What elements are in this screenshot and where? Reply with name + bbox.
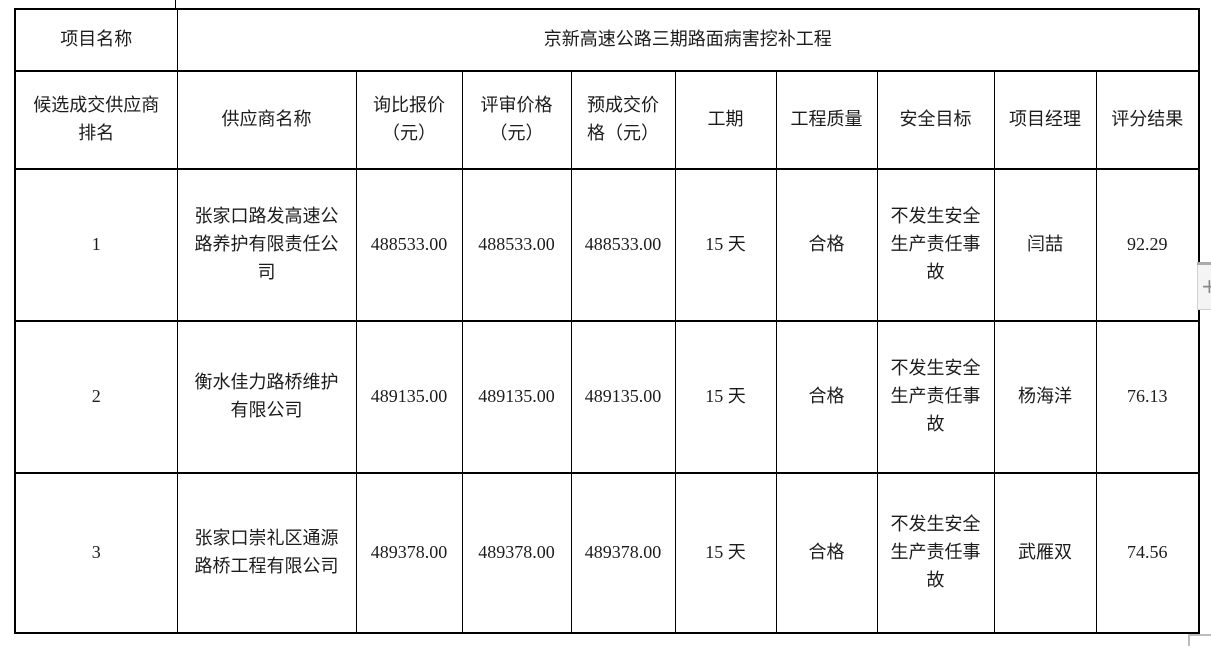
- project-name-row: 项目名称 京新高速公路三期路面病害挖补工程: [14, 8, 1200, 72]
- col-header-rank: 候选成交供应商 排名: [14, 70, 178, 170]
- cell-score: 92.29: [1095, 168, 1200, 322]
- side-scroll-control-fragment[interactable]: +: [1197, 262, 1211, 310]
- table-border-tick: [175, 0, 176, 8]
- cell-supplier: 张家口崇礼区通源 路桥工程有限公司: [176, 472, 357, 634]
- cell-score: 76.13: [1095, 320, 1200, 474]
- cell-safety-goal: 不发生安全 生产责任事 故: [876, 320, 995, 474]
- cell-inquiry-price: 489378.00: [355, 472, 463, 634]
- cell-review-price: 488533.00: [461, 168, 572, 322]
- cell-duration: 15 天: [674, 472, 777, 634]
- scroll-control-bar: [1197, 262, 1211, 265]
- col-header-duration: 工期: [674, 70, 777, 170]
- col-header-quality: 工程质量: [775, 70, 878, 170]
- cell-review-price: 489135.00: [461, 320, 572, 474]
- cell-rank: 3: [14, 472, 178, 634]
- col-header-score: 评分结果: [1095, 70, 1200, 170]
- cell-manager: 武雁双: [993, 472, 1097, 634]
- bottom-right-element-corner: [1188, 634, 1211, 646]
- cell-duration: 15 天: [674, 320, 777, 474]
- cell-inquiry-price: 489135.00: [355, 320, 463, 474]
- plus-icon: +: [1201, 274, 1211, 298]
- cell-quality: 合格: [775, 472, 878, 634]
- project-name-label: 项目名称: [14, 8, 178, 72]
- cell-manager: 闫喆: [993, 168, 1097, 322]
- cell-supplier: 衡水佳力路桥维护 有限公司: [176, 320, 357, 474]
- col-header-inquiry-price: 询比报价 （元）: [355, 70, 463, 170]
- cell-inquiry-price: 488533.00: [355, 168, 463, 322]
- project-name-value: 京新高速公路三期路面病害挖补工程: [176, 8, 1200, 72]
- cell-pre-award-price: 489378.00: [570, 472, 676, 634]
- cell-score: 74.56: [1095, 472, 1200, 634]
- col-header-supplier: 供应商名称: [176, 70, 357, 170]
- col-header-review-price: 评审价格 （元）: [461, 70, 572, 170]
- header-row: 候选成交供应商 排名 供应商名称 询比报价 （元） 评审价格 （元） 预成交价 …: [14, 70, 1200, 170]
- cell-quality: 合格: [775, 320, 878, 474]
- bid-result-table: 项目名称 京新高速公路三期路面病害挖补工程 候选成交供应商 排名 供应商名称 询…: [14, 8, 1201, 634]
- cell-manager: 杨海洋: [993, 320, 1097, 474]
- col-header-manager: 项目经理: [993, 70, 1097, 170]
- table-row: 1 张家口路发高速公 路养护有限责任公 司 488533.00 488533.0…: [14, 168, 1200, 322]
- cell-rank: 1: [14, 168, 178, 322]
- cell-rank: 2: [14, 320, 178, 474]
- cell-pre-award-price: 488533.00: [570, 168, 676, 322]
- col-header-safety-goal: 安全目标: [876, 70, 995, 170]
- cell-supplier: 张家口路发高速公 路养护有限责任公 司: [176, 168, 357, 322]
- cell-quality: 合格: [775, 168, 878, 322]
- cell-pre-award-price: 489135.00: [570, 320, 676, 474]
- cell-duration: 15 天: [674, 168, 777, 322]
- cell-review-price: 489378.00: [461, 472, 572, 634]
- cell-safety-goal: 不发生安全 生产责任事 故: [876, 168, 995, 322]
- table-row: 3 张家口崇礼区通源 路桥工程有限公司 489378.00 489378.00 …: [14, 472, 1200, 634]
- cell-safety-goal: 不发生安全 生产责任事 故: [876, 472, 995, 634]
- col-header-pre-award-price: 预成交价 格（元）: [570, 70, 676, 170]
- table-row: 2 衡水佳力路桥维护 有限公司 489135.00 489135.00 4891…: [14, 320, 1200, 474]
